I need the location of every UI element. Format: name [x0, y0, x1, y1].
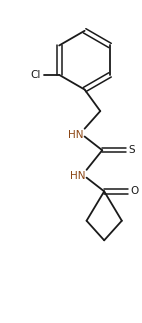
- Text: S: S: [129, 145, 135, 155]
- Text: HN: HN: [68, 130, 84, 140]
- Text: O: O: [131, 186, 139, 196]
- Text: HN: HN: [70, 171, 86, 181]
- Text: Cl: Cl: [30, 70, 41, 80]
